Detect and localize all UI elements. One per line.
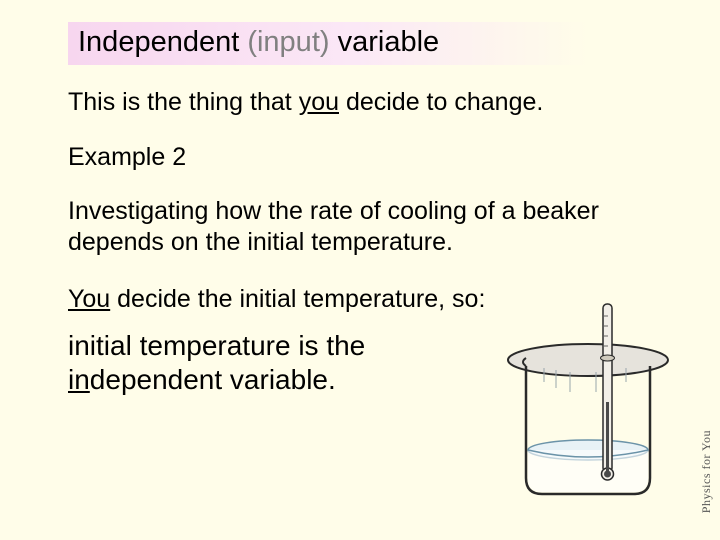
p4-a: decide the initial temperature, so: — [110, 285, 485, 313]
example-desc: Investigating how the rate of cooling of… — [68, 196, 628, 259]
you-decide: You decide the initial temperature, so: — [68, 284, 508, 315]
title-text: Independent (input) variable — [78, 26, 439, 58]
p1-a: This is the thing that — [68, 88, 299, 116]
lid-icon — [508, 344, 668, 376]
p1-you: you — [299, 88, 339, 116]
example-label: Example 2 — [68, 142, 670, 173]
p5-b: dependent variable. — [90, 364, 336, 395]
beaker-diagram — [496, 302, 680, 502]
lid-hole-icon — [601, 355, 615, 361]
p1-b: decide to change. — [339, 88, 543, 116]
p5-in: in — [68, 364, 90, 395]
definition: This is the thing that you decide to cha… — [68, 87, 670, 118]
title-pre: Independent — [78, 26, 247, 58]
title-post: variable — [330, 26, 440, 58]
title-gray: (input) — [247, 26, 329, 58]
p4-you: You — [68, 285, 110, 313]
p5-a: initial temperature is the — [68, 330, 365, 361]
conclusion: initial temperature is the independent v… — [68, 329, 488, 396]
title-box: Independent (input) variable — [68, 22, 588, 65]
source-label: Physics for You — [699, 430, 714, 513]
thermometer-icon — [602, 304, 614, 480]
